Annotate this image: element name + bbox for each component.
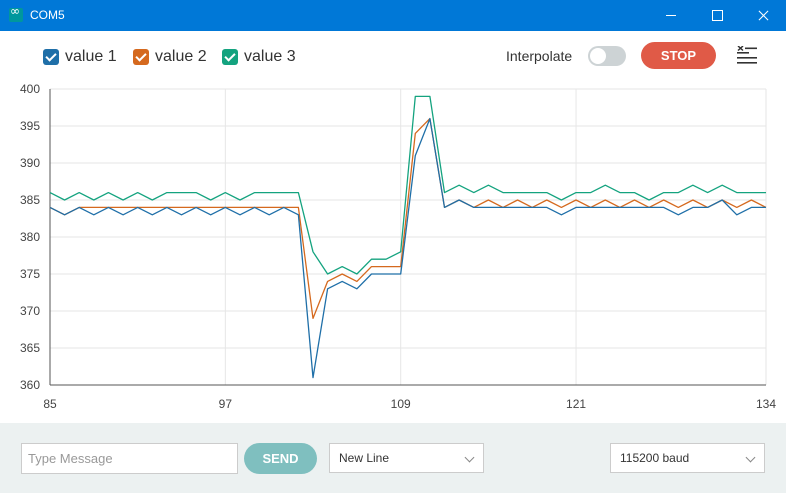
value-1-checkbox[interactable] <box>43 49 59 65</box>
x-tick-label: 97 <box>219 397 233 411</box>
legend-value-1[interactable]: value 1 <box>43 47 117 67</box>
value-3-checkbox[interactable] <box>222 49 238 65</box>
legend-value-2[interactable]: value 2 <box>133 47 207 67</box>
line-ending-value: New Line <box>339 451 390 465</box>
clear-list-icon[interactable] <box>737 46 757 64</box>
series-line-value-2 <box>49 117 767 320</box>
line-chart: 360 365 370 375 380 385 390 395 400 85 97 109 121 134 <box>20 83 776 411</box>
legend-label: value 2 <box>155 48 207 65</box>
baud-rate-value: 115200 baud <box>620 451 690 465</box>
stop-button[interactable]: STOP <box>641 42 716 69</box>
minimize-button[interactable] <box>648 0 694 31</box>
x-tick-label: 109 <box>391 397 411 411</box>
interpolate-toggle[interactable] <box>588 46 626 66</box>
maximize-button[interactable] <box>694 0 740 31</box>
toggle-knob <box>590 48 606 64</box>
value-2-checkbox[interactable] <box>133 49 149 65</box>
y-tick-label: 365 <box>20 341 40 355</box>
title-bar: COM5 <box>0 0 786 31</box>
y-tick-label: 385 <box>20 193 40 207</box>
y-tick-label: 395 <box>20 119 40 133</box>
x-tick-label: 134 <box>756 397 776 411</box>
plot-area: 360 365 370 375 380 385 390 395 400 85 97 109 121 134 <box>0 83 786 423</box>
series-line-value-1 <box>49 117 766 379</box>
y-tick-label: 370 <box>20 304 40 318</box>
y-tick-label: 390 <box>20 156 40 170</box>
y-tick-label: 400 <box>20 83 40 96</box>
send-button[interactable]: SEND <box>244 443 317 474</box>
legend-value-3[interactable]: value 3 <box>222 47 296 67</box>
series-line-value-3 <box>49 95 766 275</box>
baud-rate-select[interactable]: 115200 baud <box>610 443 765 473</box>
legend-label: value 3 <box>244 48 296 65</box>
plotter-toolbar: value 1 value 2 value 3 Interpolate STOP <box>0 31 786 83</box>
close-button[interactable] <box>740 0 786 31</box>
x-tick-label: 121 <box>566 397 586 411</box>
arduino-app-icon <box>9 4 23 22</box>
message-input[interactable] <box>21 443 238 474</box>
y-tick-label: 375 <box>20 267 40 281</box>
chevron-down-icon <box>464 452 475 463</box>
send-bar: SEND New Line 115200 baud <box>0 423 786 493</box>
line-ending-select[interactable]: New Line <box>329 443 484 473</box>
y-tick-label: 360 <box>20 378 40 392</box>
window-title: COM5 <box>30 8 65 22</box>
x-tick-label: 85 <box>43 397 57 411</box>
y-tick-label: 380 <box>20 230 40 244</box>
interpolate-label: Interpolate <box>506 48 573 64</box>
chevron-down-icon <box>745 452 756 463</box>
legend-label: value 1 <box>65 48 117 65</box>
